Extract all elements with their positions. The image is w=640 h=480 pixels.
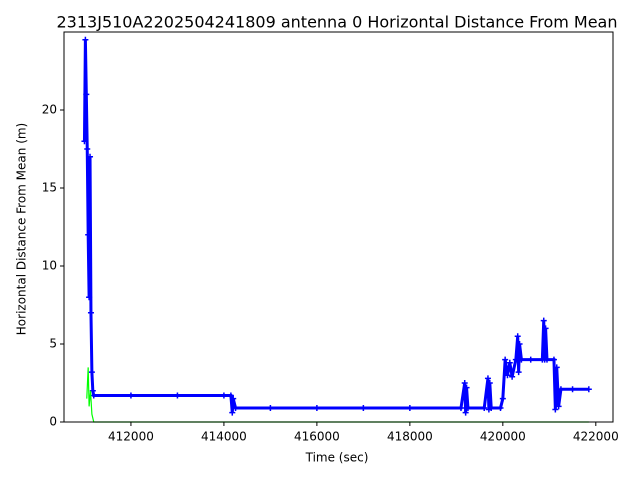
data-point [462,409,469,416]
data-point [506,359,513,366]
data-point [227,392,234,399]
data-point [518,356,525,363]
plot-frame [63,31,614,423]
y-tick-label: 15 [42,181,57,195]
data-point [85,231,92,238]
data-point [515,369,522,376]
data-point [585,386,592,393]
data-point [90,392,97,399]
data-point [457,404,464,411]
x-tick-label: 412000 [108,430,154,444]
data-point [552,406,559,413]
data-point [229,409,236,416]
y-tick-label: 10 [42,259,57,273]
data-point [87,153,94,160]
data-point [463,384,470,391]
data-point [174,392,181,399]
data-point [230,395,237,402]
data-point [82,36,89,43]
data-point [512,356,519,363]
data-point [86,294,93,301]
data-point [360,404,367,411]
chart-title: 2313J510A2202504241809 antenna 0 Horizon… [57,13,618,32]
data-point [88,369,95,376]
data-point [553,364,560,371]
data-point [267,404,274,411]
data-point [516,341,523,347]
data-point [84,146,91,152]
data-point [543,356,550,363]
data-point [461,380,468,386]
data-point [481,404,488,411]
data-point [514,333,521,340]
data-point [464,404,471,411]
y-tick-label: 20 [42,103,57,117]
data-point [488,404,495,411]
data-point [486,380,493,386]
data-point [502,356,509,363]
data-point [540,317,547,324]
data-point [313,404,320,411]
data-point [499,395,506,402]
data-point [232,404,239,411]
x-tick-label: 414000 [201,430,247,444]
data-point [127,392,134,399]
data-point [569,386,576,393]
data-point [542,325,549,332]
data-point [509,373,516,380]
data-point [504,372,511,379]
data-point [527,356,534,363]
x-tick-label: 420000 [480,430,526,444]
data-point [83,91,90,98]
x-tick-label: 416000 [294,430,340,444]
data-point [555,403,562,410]
data-line [82,39,589,413]
data-point [550,356,557,363]
data-point [81,138,88,145]
x-tick-label: 422000 [573,430,619,444]
data-point [497,404,504,411]
y-axis-label: Horizontal Distance From Mean (m) [15,123,29,335]
x-tick-label: 418000 [387,430,433,444]
data-point [484,375,491,382]
y-tick-label: 0 [49,415,57,429]
data-point [557,386,564,393]
data-point [406,404,413,411]
x-axis-label: Time (sec) [305,451,369,465]
data-point [220,392,227,399]
data-point [87,309,94,316]
y-tick-label: 5 [49,337,57,351]
